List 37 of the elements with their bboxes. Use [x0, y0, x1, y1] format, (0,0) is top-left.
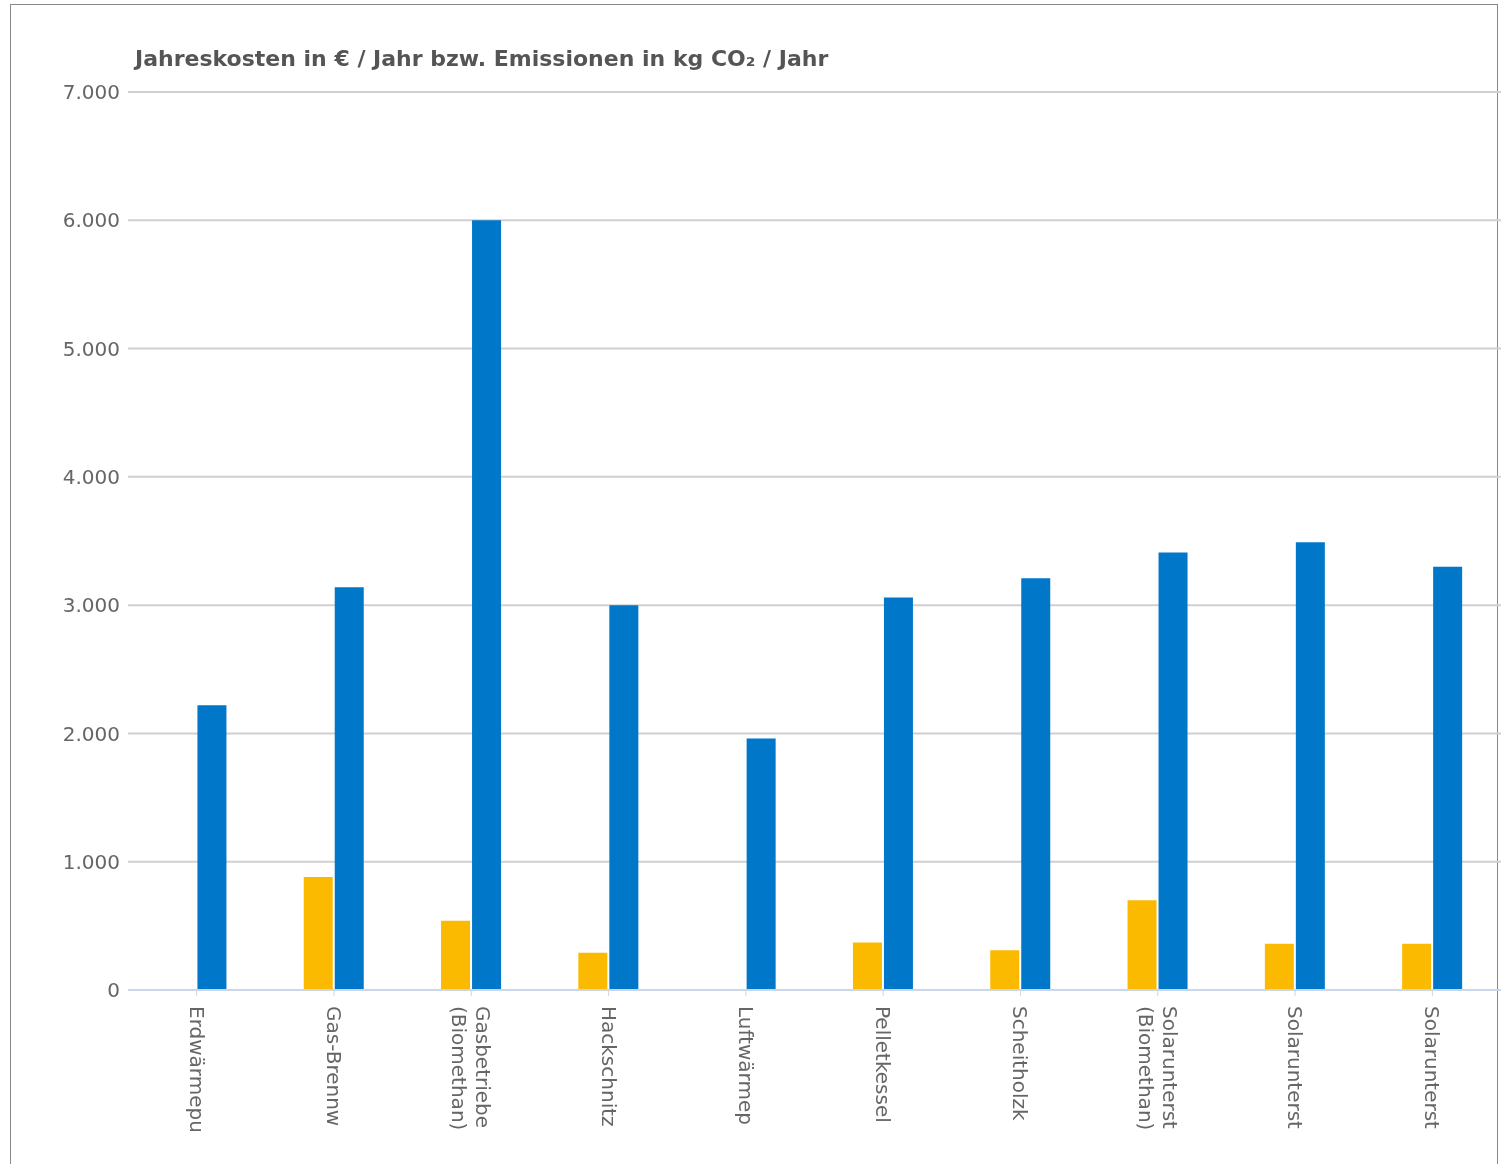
bar: [578, 952, 608, 990]
y-tick-label: 3.000: [62, 593, 120, 618]
bar: [441, 920, 471, 990]
y-tick-label: 2.000: [62, 721, 120, 746]
y-tick-label: 5.000: [62, 336, 120, 361]
x-tick-label: Pelletkessel: [871, 1006, 896, 1123]
x-tick-label: Solarunterst: [1420, 1006, 1445, 1130]
y-tick-label: 4.000: [62, 464, 120, 489]
y-tick-label: 0: [107, 978, 120, 1003]
y-axis-title: Jahreskosten in € / Jahr bzw. Emissionen in kg CO₂ / Jahr: [135, 46, 829, 71]
bar: [1158, 552, 1188, 990]
bar: [303, 877, 333, 990]
bar: [609, 605, 639, 990]
bar: [746, 738, 776, 990]
bar: [1127, 900, 1157, 990]
bar: [883, 597, 913, 990]
x-tick-label: Solarunterst: [1283, 1006, 1308, 1130]
bar: [1021, 578, 1051, 990]
bar: [1295, 542, 1325, 990]
x-tick-label: Erdwärmepu: [184, 1006, 209, 1133]
x-tick-label: Solarunterst (Biomethan): [1133, 1006, 1182, 1131]
bar: [197, 705, 227, 990]
bar: [334, 587, 364, 990]
y-tick-label: 6.000: [62, 208, 120, 233]
bar: [1402, 943, 1432, 990]
y-tick-label: 7.000: [62, 80, 120, 105]
x-tick-label: Hackschnitz: [596, 1006, 621, 1127]
bar: [852, 942, 882, 990]
bar: [1264, 943, 1294, 990]
bar: [990, 950, 1020, 990]
y-tick-label: 1.000: [62, 849, 120, 874]
x-tick-label: Gas-Brennw: [321, 1006, 346, 1127]
x-tick-label: Scheitholzk: [1008, 1006, 1033, 1122]
bar: [1433, 566, 1463, 990]
bar: [472, 220, 502, 990]
x-tick-label: Gasbetriebe (Biomethan): [447, 1006, 496, 1131]
x-tick-label: Luftwärmep: [733, 1006, 758, 1125]
